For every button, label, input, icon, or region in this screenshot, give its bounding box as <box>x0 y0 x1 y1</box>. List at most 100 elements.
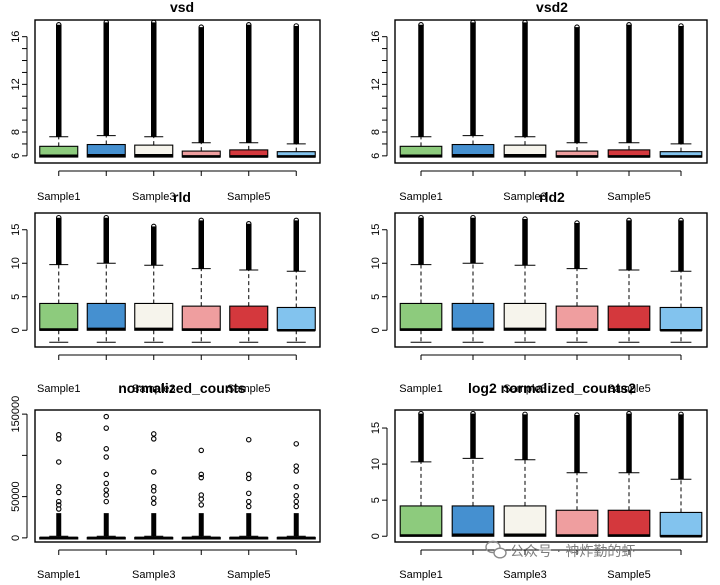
x-tick-label: Sample5 <box>607 191 650 203</box>
outlier-point <box>626 217 632 224</box>
outlier-point <box>293 441 299 447</box>
box <box>86 302 126 331</box>
outlier-point <box>626 410 632 417</box>
box <box>229 305 269 331</box>
x-tick-label: Sample3 <box>132 191 175 203</box>
outlier-point <box>522 216 528 222</box>
outlier-point <box>103 492 110 498</box>
y-tick-label: 0 <box>370 327 382 333</box>
x-tick-label: Sample3 <box>132 383 175 395</box>
outlier-point <box>198 474 205 481</box>
outlier-point <box>574 24 580 30</box>
outlier-point <box>626 22 632 28</box>
outlier-point <box>293 217 299 224</box>
box <box>181 305 221 331</box>
panel-title: rld2 <box>539 189 565 205</box>
outlier-point <box>151 488 157 494</box>
outlier-point <box>198 502 205 508</box>
outlier-point <box>55 22 62 28</box>
y-tick-label: 10 <box>370 257 382 269</box>
box <box>451 143 495 158</box>
outlier-point <box>522 19 528 26</box>
watermark-text: 公众号 · 神炸勤的虾 <box>510 544 635 560</box>
outlier-point <box>55 489 62 496</box>
outlier-point <box>55 498 62 505</box>
y-tick-label: 12 <box>370 78 382 90</box>
y-tick-label: 10 <box>370 458 382 470</box>
outlier-point <box>470 214 476 221</box>
outlier-point <box>293 463 299 469</box>
box <box>134 302 174 331</box>
outlier-point <box>293 498 299 505</box>
box <box>134 144 174 158</box>
outlier-point <box>293 468 299 474</box>
plot-frame <box>394 19 708 164</box>
box <box>607 305 651 331</box>
outlier-point <box>103 19 110 26</box>
outlier-point <box>470 19 476 26</box>
y-tick-label: 0 <box>10 535 22 541</box>
plot-frame <box>394 409 708 543</box>
x-tick-label: Sample1 <box>399 569 442 581</box>
x-tick-label: Sample1 <box>37 383 80 395</box>
outlier-point <box>151 431 157 437</box>
y-tick-label: 0 <box>370 533 382 539</box>
y-tick-label: 15 <box>370 224 382 236</box>
y-tick-label: 50000 <box>10 481 22 512</box>
outlier-point <box>151 436 157 442</box>
outlier-point <box>103 425 110 431</box>
box <box>86 143 126 158</box>
plot-frame <box>34 19 321 164</box>
outlier-point <box>246 22 252 28</box>
box <box>503 505 547 537</box>
outlier-point <box>293 493 299 499</box>
y-tick-label: 5 <box>10 294 22 300</box>
x-tick-label: Sample5 <box>227 569 270 581</box>
x-tick-label: Sample1 <box>37 191 80 203</box>
outlier-point <box>470 410 476 417</box>
x-tick-label: Sample3 <box>132 569 175 581</box>
x-tick-label: Sample1 <box>399 191 442 203</box>
outlier-point <box>678 23 684 29</box>
outlier-point <box>418 214 424 221</box>
box <box>451 505 495 537</box>
outlier-point <box>198 217 205 224</box>
outlier-point <box>151 469 157 475</box>
y-tick-label: 16 <box>370 31 382 43</box>
x-tick-label: Sample5 <box>607 569 650 581</box>
outlier-point <box>198 447 205 454</box>
y-tick-label: 15 <box>370 422 382 434</box>
x-tick-label: Sample5 <box>227 383 270 395</box>
outlier-point <box>418 22 424 28</box>
outlier-point <box>103 480 110 487</box>
y-tick-label: 150000 <box>10 396 22 433</box>
outlier-point <box>103 498 110 505</box>
outlier-point <box>151 19 157 26</box>
outlier-point <box>246 498 252 505</box>
box <box>451 302 495 331</box>
y-tick-label: 8 <box>370 129 382 135</box>
x-tick-label: Sample3 <box>503 191 546 203</box>
plot-frame <box>394 212 708 348</box>
outlier-point <box>55 436 62 442</box>
y-tick-label: 10 <box>10 257 22 269</box>
outlier-point <box>418 410 424 417</box>
panel-title: log2 normalized_counts2 <box>468 380 636 396</box>
outlier-point <box>293 23 299 29</box>
outlier-point <box>103 214 110 221</box>
outlier-point <box>293 503 299 510</box>
outlier-point <box>574 412 580 418</box>
y-tick-label: 12 <box>10 78 22 90</box>
x-tick-label: Sample5 <box>607 383 650 395</box>
y-tick-label: 8 <box>10 129 22 135</box>
outlier-point <box>678 217 684 224</box>
outlier-point <box>55 459 62 465</box>
box <box>659 306 703 331</box>
outlier-point <box>246 436 252 443</box>
box <box>276 306 316 331</box>
y-tick-label: 6 <box>370 153 382 159</box>
outlier-point <box>246 220 252 227</box>
outlier-point <box>151 495 157 502</box>
